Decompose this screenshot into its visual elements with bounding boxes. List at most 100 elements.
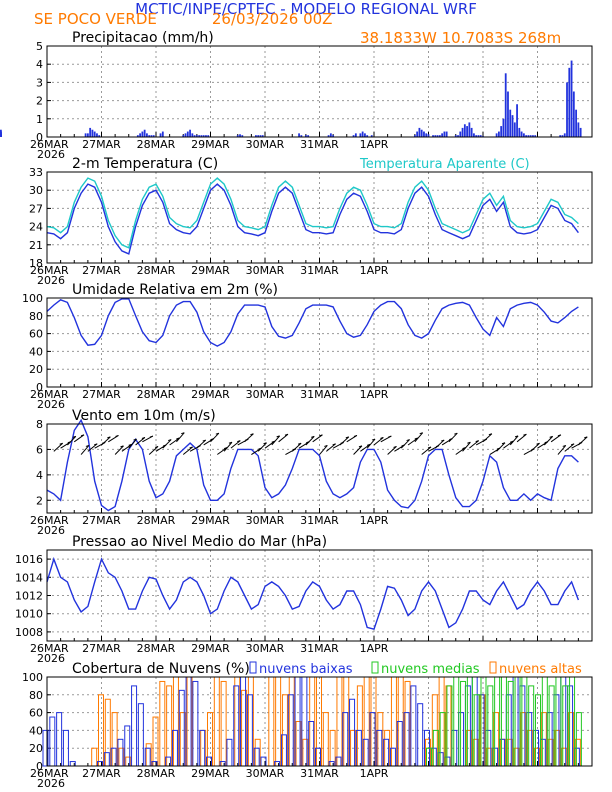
precip-bar [139, 133, 142, 137]
wind-barb-head [441, 439, 445, 442]
cloud-bar-nuvens-baixas [410, 685, 417, 767]
precip-bar [529, 135, 532, 137]
precip-bar [0, 129, 2, 137]
wind-barb [305, 436, 315, 446]
panel-frame [46, 676, 593, 767]
precip-bar [497, 131, 500, 137]
wind-barb-head [557, 434, 562, 437]
panel-2: 18 21 24 27 30 33 26MAR 27MAR 28MAR 29MAR 30MAR 31M… [29, 156, 593, 287]
precip-bar [495, 133, 498, 137]
wind-barb-head [149, 435, 154, 438]
precip-bar [361, 131, 364, 137]
wind-barb-head [406, 439, 410, 442]
wind-barb [128, 438, 137, 449]
precip-bar [438, 135, 441, 137]
wind-barb-head [414, 437, 418, 440]
wind-barb [421, 446, 432, 455]
precip-bar [89, 127, 92, 137]
y-tick-label: 20 [29, 363, 43, 376]
precip-bar [566, 82, 568, 137]
y-tick-label: 60 [29, 707, 43, 720]
precip-bar [454, 135, 457, 137]
precip-bar [477, 135, 480, 137]
wind-barb-head [514, 435, 519, 438]
wind-barb [230, 440, 241, 449]
wind-barb [319, 445, 328, 455]
wind-barb [414, 432, 424, 443]
x-tick-label: 29MAR [191, 642, 230, 655]
precip-bar [327, 135, 330, 137]
wind-barb-head [250, 433, 254, 436]
x-tick-label: 27MAR [82, 767, 121, 780]
wind-barb [339, 436, 350, 446]
wind-barb-head [324, 444, 328, 447]
precip-bar [473, 133, 475, 137]
wind-barb [73, 434, 85, 443]
precip-bar [500, 126, 503, 137]
panel-title: Umidade Relativa em 2m (%) [72, 282, 278, 298]
legend-label: nuvens medias [381, 662, 480, 677]
precip-bar [507, 91, 509, 137]
precip-bar [239, 134, 241, 137]
panel-frame [46, 423, 593, 514]
y-tick-label: 4 [36, 469, 43, 482]
y-tick-label: 6 [36, 443, 43, 456]
x-tick-label: 31MAR [300, 264, 339, 277]
precip-bar [259, 135, 262, 137]
wind-barb [530, 442, 540, 452]
precip-bar [509, 109, 512, 137]
wind-barb [407, 437, 419, 446]
x-tick-label: 31MAR [300, 138, 339, 151]
panel-frame [46, 45, 593, 138]
precip-bar [152, 135, 155, 137]
panel-frame [46, 171, 593, 264]
precip-bar [93, 131, 96, 137]
wind-barb [373, 437, 384, 446]
y-tick-label: 40 [29, 345, 43, 358]
x-tick-label: 30MAR [246, 642, 285, 655]
y-tick-label: 8 [36, 418, 43, 431]
x-tick-label: 31MAR [300, 642, 339, 655]
wind-barb [217, 447, 228, 455]
y-tick-label: 24 [29, 221, 43, 234]
x-tick-label: 31MAR [300, 514, 339, 527]
x-tick-label: 30MAR [246, 514, 285, 527]
precip-bar [518, 127, 521, 137]
x-year-label: 2026 [37, 777, 65, 790]
precip-bar [0, 135, 2, 137]
wind-barb-head [297, 442, 302, 445]
precip-bar [432, 135, 434, 137]
x-tick-label: 28MAR [137, 138, 176, 151]
precip-bar [146, 133, 148, 137]
wind-barb [162, 439, 172, 449]
x-tick-label: 1APR [360, 138, 389, 151]
y-tick-label: 40 [29, 724, 43, 737]
wind-barb-head [358, 445, 363, 448]
x-year-label: 2026 [37, 652, 65, 665]
panel-4: 2 4 6 8 26MAR 27MAR 28MAR 29MAR 30MAR 31MAR 1APR 20… [30, 408, 593, 537]
x-tick-label: 29MAR [191, 767, 230, 780]
series-line [46, 298, 579, 347]
wind-barb-head [353, 434, 358, 437]
station-name: SE POCO VERDE [34, 10, 157, 28]
x-tick-label: 28MAR [137, 264, 176, 277]
wind-barb-head [371, 438, 376, 441]
y-tick-label: 27 [29, 202, 43, 215]
x-tick-label: 29MAR [191, 388, 230, 401]
precip-bar [98, 135, 101, 137]
x-tick-label: 26MAR [30, 138, 69, 151]
precip-bar [161, 131, 164, 137]
wind-barb-head [237, 440, 241, 443]
wind-barb-head [536, 442, 540, 445]
precip-bar [479, 135, 482, 137]
x-year-label: 2026 [37, 398, 65, 411]
precip-bar [300, 135, 303, 137]
series-line [46, 418, 579, 512]
wind-barb-head [189, 446, 193, 449]
wind-barb [264, 440, 276, 449]
precip-bar [186, 131, 189, 137]
precip-bar [534, 135, 537, 137]
wind-barb [550, 434, 562, 443]
precip-bar [504, 73, 507, 137]
precip-bar [364, 133, 366, 137]
